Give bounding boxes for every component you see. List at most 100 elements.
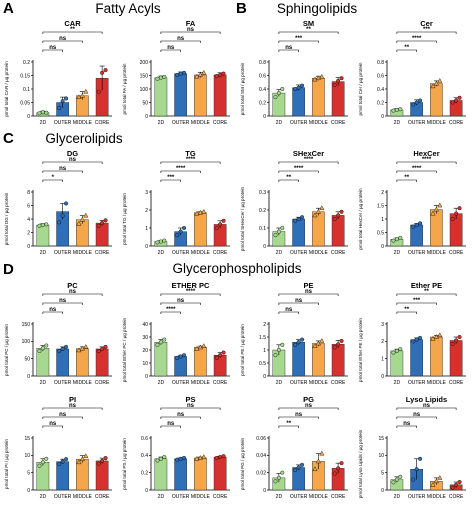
chart-10-sig-label: ns <box>285 307 293 313</box>
chart-12-ylabel: pmol total PI / µg protein <box>4 439 9 489</box>
chart-2-ytick-label: 0.6 <box>259 73 266 79</box>
chart-10-ytick-label: 0.5 <box>259 361 266 367</box>
chart-7-xtick-label-middle: MIDDLE <box>427 250 447 256</box>
chart-12-ytick-label: 5 <box>27 470 30 476</box>
chart-10-point-middle <box>315 340 321 346</box>
chart-11-point-middle <box>430 335 436 341</box>
chart-8-bar-core <box>95 348 109 377</box>
chart-2-ytick-label: 0.8 <box>259 60 266 66</box>
chart-0-sig-bracket <box>42 49 63 52</box>
chart-14-point-2d <box>273 479 278 484</box>
chart-14-point-core <box>336 466 341 471</box>
section-d-title: Glycerophospholipids <box>172 261 302 276</box>
chart-12-xtick-label-core: CORE <box>95 494 110 500</box>
chart-5-xtick-label-core: CORE <box>213 250 228 256</box>
chart-11-xtick-label-middle: MIDDLE <box>427 380 447 386</box>
chart-8-sig-bracket <box>42 293 103 296</box>
chart-6-title: SHexCer <box>293 149 324 158</box>
chart-4-bar-2d <box>36 224 50 247</box>
chart-10-sig-bracket <box>278 293 339 296</box>
chart-15-sig-label: ns <box>413 412 421 418</box>
chart-7-title: HexCer <box>413 149 439 158</box>
chart-15-point-core <box>457 480 462 485</box>
chart-6-point-middle <box>315 208 321 214</box>
chart-1-xtick-label-outer: OUTER <box>172 120 190 126</box>
chart-13-point-middle <box>197 455 203 460</box>
chart-9-point-2d <box>155 342 160 347</box>
chart-14-xtick-label-outer: OUTER <box>290 494 308 500</box>
chart-0-point-core <box>96 89 101 94</box>
chart-11-ylabel: pmol total Ether PE / µg protein <box>358 318 363 382</box>
section-a-letter: A <box>3 0 14 17</box>
chart-4-point-middle <box>76 220 82 226</box>
chart-15-point-outer <box>418 456 423 461</box>
chart-4-point-2d <box>37 223 42 228</box>
chart-2-point-middle <box>315 75 321 80</box>
chart-2-sig-bracket <box>278 49 299 52</box>
chart-9-sig-bracket <box>160 302 201 305</box>
chart-13-point-core <box>221 454 226 459</box>
chart-10-point-2d <box>280 342 285 347</box>
chart-9-point-core <box>221 350 226 355</box>
chart-3-point-middle <box>430 83 436 89</box>
chart-7-point-2d <box>398 235 403 240</box>
chart-9-ytick-label: 10 <box>142 361 148 367</box>
chart-10-sig-bracket <box>278 311 299 314</box>
chart-15-xtick-label-outer: OUTER <box>408 494 426 500</box>
chart-10-bar-outer <box>292 341 305 377</box>
chart-12-bar-outer <box>56 461 69 491</box>
chart-0-point-core <box>100 70 105 75</box>
chart-7-point-core <box>450 216 455 221</box>
chart-2-point-2d <box>276 91 281 96</box>
chart-11-point-core <box>450 341 455 346</box>
chart-0-ytick-label: 0.15 <box>20 73 30 79</box>
chart-0-sig-label: ns <box>59 36 67 42</box>
section-a-title: Fatty Acyls <box>95 1 161 16</box>
chart-11-sig-bracket <box>396 311 417 314</box>
chart-12-ytick-label: 0 <box>27 488 30 494</box>
chart-10-ytick-label: 2 <box>263 322 266 328</box>
chart-15-point-outer <box>411 477 416 482</box>
chart-9-point-outer <box>178 354 183 359</box>
chart-2-xtick-label-core: CORE <box>331 120 346 126</box>
chart-1-point-core <box>214 74 219 79</box>
chart-8-title: PC <box>67 281 78 290</box>
section-c-letter: C <box>3 130 14 147</box>
chart-13-point-2d <box>158 456 163 461</box>
chart-10-point-outer <box>293 342 298 347</box>
chart-14-sig-bracket <box>278 416 319 419</box>
chart-5-point-outer <box>175 233 180 238</box>
chart-7-point-outer <box>411 224 416 229</box>
chart-9-sig-label: **** <box>166 307 176 313</box>
chart-9-title: ETHER PC <box>172 281 211 290</box>
chart-1-sig-bracket <box>160 40 201 43</box>
chart-6-sig-label: **** <box>304 157 314 163</box>
chart-11-title: Ether PE <box>411 281 442 290</box>
chart-3-sig-label: *** <box>423 27 431 33</box>
chart-15-ytick-label: 15 <box>378 436 384 442</box>
chart-6-bar-outer <box>292 218 305 247</box>
chart-9-point-middle <box>194 345 200 351</box>
chart-pe: PE pmol total PE / µg protein 0 0.5 1 1.5 2 2D O… <box>240 281 348 386</box>
chart-0-ytick-label: 0.1 <box>23 87 30 93</box>
chart-2-xtick-label-2d: 2D <box>276 120 283 126</box>
chart-12-sig-bracket <box>42 425 63 428</box>
chart-15-point-core <box>454 482 459 487</box>
chart-4-sig-bracket <box>42 161 103 164</box>
chart-3-xtick-label-2d: 2D <box>394 120 401 126</box>
chart-13-bar-2d <box>154 458 168 491</box>
chart-9-point-outer <box>182 353 187 358</box>
chart-pc: PC pmol total PC / µg protein 0 50 100 150 2D O… <box>4 281 112 386</box>
chart-10-ylabel: pmol total PE / µg protein <box>240 324 245 376</box>
chart-0-ytick-label: 0 <box>27 114 30 120</box>
chart-1-sig-label: ns <box>187 27 195 33</box>
chart-3-point-core <box>457 95 462 100</box>
chart-6-point-outer <box>293 218 298 223</box>
chart-1-point-2d <box>162 74 167 79</box>
chart-1-bar-middle <box>194 74 207 117</box>
chart-8-bar-middle <box>76 348 89 377</box>
chart-0-point-2d <box>40 110 45 115</box>
chart-2-sig-bracket <box>278 31 339 34</box>
chart-14-point-core <box>332 471 337 476</box>
chart-0-point-middle <box>76 94 82 99</box>
